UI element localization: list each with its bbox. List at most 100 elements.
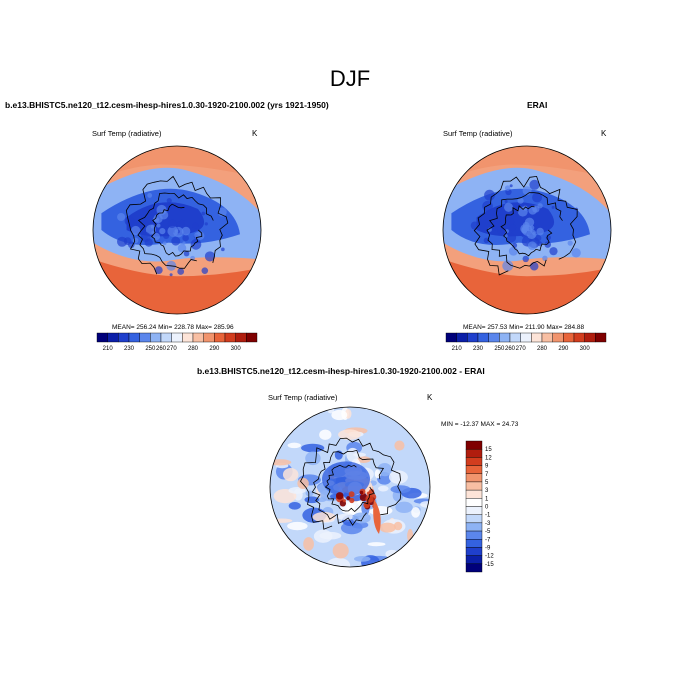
colorbar-tick-label: 5 — [485, 480, 489, 486]
map-border — [442, 145, 612, 315]
field-negative-core — [322, 461, 370, 497]
colorbar-tick-label: 250 — [145, 346, 156, 352]
coastlines — [125, 175, 229, 275]
panel2-title: ERAI — [527, 100, 548, 110]
colorbar-tick-label: 230 — [473, 346, 484, 352]
colorbar-tick-label: 3 — [485, 488, 489, 494]
colorbar-swatch — [541, 332, 553, 343]
colorbar-swatch — [465, 473, 483, 483]
coastlines — [473, 175, 578, 276]
panel3-units-label: K — [427, 393, 433, 402]
colorbar-swatch — [520, 332, 532, 343]
colorbar-tick-label: 260 — [505, 346, 516, 352]
colorbar-tick-label: 1 — [485, 496, 489, 502]
colorbar-swatch — [465, 514, 483, 524]
colorbar-swatch — [465, 448, 483, 458]
colorbar-swatch — [465, 530, 483, 540]
colorbar-swatch — [246, 332, 258, 343]
colorbar-tick-label: 210 — [452, 346, 463, 352]
colorbar-swatch — [595, 332, 607, 343]
panel1-variable-label: Surf Temp (radiative) — [92, 129, 162, 138]
colorbar-swatch — [235, 332, 247, 343]
polar-map-3 — [269, 406, 431, 568]
colorbar-swatch — [477, 332, 489, 343]
colorbar-swatch — [214, 332, 226, 343]
panel1-title: b.e13.BHISTC5.ne120_t12.cesm-ihesp-hires… — [5, 100, 329, 110]
colorbar-swatch — [465, 563, 483, 573]
colorbar-swatch — [203, 332, 215, 343]
colorbar-tick-label: 280 — [537, 346, 548, 352]
colorbar-swatch — [465, 498, 483, 507]
colorbar-tick-label: 300 — [580, 346, 591, 352]
field-warm-south — [443, 259, 611, 314]
panel3-stats: MIN = -12.37 MAX = 24.73 — [441, 421, 519, 428]
colorbar-swatch — [552, 332, 564, 343]
colorbar-3: 15 12 9 7 5 3 1 0 -1 -3 -5 -7 -9 -12 -15 — [465, 440, 494, 573]
colorbar-swatch — [445, 332, 457, 343]
colorbar-tick-label: 210 — [103, 346, 114, 352]
colorbar-swatch — [563, 332, 575, 343]
colorbar-swatch — [171, 332, 183, 343]
panel2-variable-label: Surf Temp (radiative) — [443, 129, 513, 138]
colorbar-tick-label: 280 — [188, 346, 199, 352]
colorbar-swatch — [499, 332, 511, 343]
colorbar-swatch — [182, 332, 194, 343]
coastlines — [300, 437, 402, 530]
colorbar-swatch — [465, 547, 483, 556]
colorbar-swatch — [456, 332, 468, 343]
colorbar-tick-label: 7 — [485, 472, 489, 478]
colorbar-swatch — [224, 332, 236, 343]
panel2-units-label: K — [601, 129, 607, 138]
colorbar-tick-label: 15 — [485, 447, 492, 453]
colorbar-tick-label: 0 — [485, 505, 489, 511]
colorbar-swatch — [465, 481, 483, 491]
panel1-units-label: K — [252, 129, 258, 138]
colorbar-tick-label: 300 — [231, 346, 242, 352]
colorbar-2: 210 230 250 260 270 280 290 300 — [445, 332, 607, 352]
colorbar-tick-label: 9 — [485, 464, 489, 470]
map-border — [269, 406, 431, 568]
colorbar-tick-label: -15 — [485, 562, 494, 568]
colorbar-swatch — [128, 332, 140, 343]
colorbar-swatch — [531, 332, 543, 343]
colorbar-swatch — [160, 332, 172, 343]
colorbar-swatch — [465, 539, 483, 548]
colorbar-swatch — [107, 332, 119, 343]
colorbar-swatch — [465, 522, 483, 532]
colorbar-swatch — [465, 440, 483, 450]
colorbar-tick-label: 270 — [167, 346, 178, 352]
colorbar-tick-label: -3 — [485, 521, 491, 527]
field-warm-south — [93, 259, 261, 314]
colorbar-swatch — [465, 506, 483, 515]
colorbar-swatch — [465, 457, 483, 466]
colorbar-tick-label: 270 — [516, 346, 527, 352]
colorbar-tick-label: -7 — [485, 537, 491, 543]
panel1-stats: MEAN= 256.24 Min= 228.78 Max= 285.96 — [112, 324, 234, 331]
figure-title: DJF — [329, 66, 371, 91]
polar-map-1 — [92, 145, 262, 315]
colorbar-tick-label: -5 — [485, 529, 491, 535]
colorbar-tick-label: 290 — [558, 346, 569, 352]
colorbar-swatch — [192, 332, 204, 343]
colorbar-swatch — [96, 332, 108, 343]
colorbar-tick-label: 230 — [124, 346, 135, 352]
colorbar-swatch — [465, 465, 483, 474]
colorbar-tick-label: -12 — [485, 554, 494, 560]
panel3-title: b.e13.BHISTC5.ne120_t12.cesm-ihesp-hires… — [197, 366, 485, 376]
colorbar-swatch — [118, 332, 130, 343]
colorbar-tick-label: 290 — [209, 346, 220, 352]
colorbar-swatch — [465, 555, 483, 565]
colorbar-swatch — [139, 332, 151, 343]
colorbar-swatch — [467, 332, 479, 343]
colorbar-tick-label: -9 — [485, 545, 491, 551]
colorbar-tick-label: 12 — [485, 455, 492, 461]
colorbar-tick-label: 250 — [494, 346, 505, 352]
panel2-stats: MEAN= 257.53 Min= 211.90 Max= 284.88 — [463, 324, 585, 331]
colorbar-swatch — [573, 332, 585, 343]
panel3-variable-label: Surf Temp (radiative) — [268, 393, 338, 402]
colorbar-swatch — [488, 332, 500, 343]
colorbar-swatch — [465, 489, 483, 499]
map-border — [92, 145, 262, 315]
colorbar-swatch — [584, 332, 596, 343]
